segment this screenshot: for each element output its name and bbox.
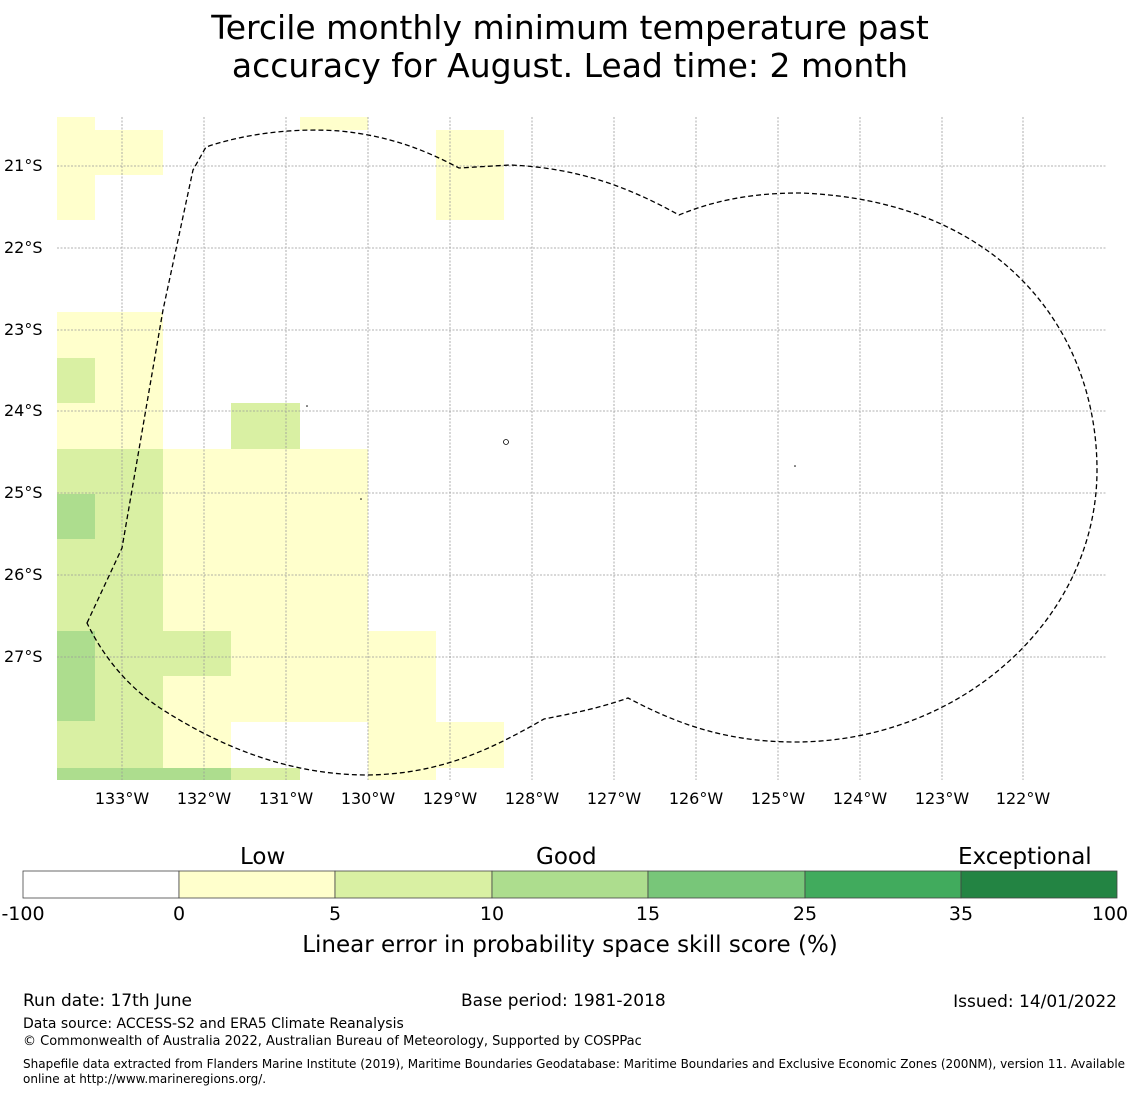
copyright: © Commonwealth of Australia 2022, Austra… — [23, 1034, 642, 1049]
lat-label: 27°S — [4, 647, 43, 666]
skill-cells — [57, 117, 504, 780]
colorbar — [22, 870, 1118, 899]
skill-cell-good-plus — [57, 494, 95, 539]
shapefile-credit: Shapefile data extracted from Flanders M… — [23, 1057, 1126, 1086]
run-date: Run date: 17th June — [23, 991, 192, 1011]
lon-label: 133°W — [94, 789, 150, 808]
lon-label: 128°W — [504, 789, 560, 808]
lat-label: 23°S — [4, 320, 43, 339]
colorbar-swatch — [491, 870, 649, 899]
lat-label: 24°S — [4, 401, 43, 420]
lon-label: 125°W — [750, 789, 806, 808]
colorbar-swatch — [178, 870, 336, 899]
lon-label: 132°W — [176, 789, 232, 808]
lat-label: 21°S — [4, 156, 43, 175]
colorbar-tick: 100 — [1091, 903, 1129, 925]
skill-cell-low — [300, 117, 368, 130]
skill-cell-low — [231, 631, 368, 722]
lon-label: 127°W — [586, 789, 642, 808]
skill-cell-low — [95, 130, 163, 175]
colorbar-tick: 5 — [328, 903, 342, 925]
colorbar-label: Linear error in probability space skill … — [302, 932, 838, 958]
map-title-line-1: Tercile monthly minimum temperature past — [211, 8, 929, 47]
lat-label: 26°S — [4, 565, 43, 584]
colorbar-category-low: Low — [240, 844, 286, 870]
colorbar-tick: 10 — [479, 903, 505, 925]
lon-label: 124°W — [832, 789, 888, 808]
skill-cell-good — [231, 403, 300, 449]
skill-cell-good — [163, 631, 231, 676]
skill-cell-good-plus — [57, 768, 231, 780]
colorbar-swatch — [804, 870, 962, 899]
base-period: Base period: 1981-2018 — [461, 991, 666, 1011]
colorbar-swatch — [647, 870, 806, 899]
skill-cell-low — [436, 722, 504, 768]
map-area — [57, 117, 1106, 780]
island-marker — [306, 405, 308, 407]
lon-label: 129°W — [422, 789, 478, 808]
issued-date: Issued: 14/01/2022 — [953, 992, 1117, 1012]
eez-boundary — [86, 129, 1098, 776]
colorbar-tick: 25 — [792, 903, 818, 925]
skill-cell-good — [231, 768, 300, 780]
skill-cell-low — [57, 117, 95, 220]
island-marker — [503, 439, 509, 445]
lon-label: 126°W — [668, 789, 724, 808]
island-marker — [794, 465, 796, 467]
colorbar-tick: 15 — [635, 903, 661, 925]
map-title-line-2: accuracy for August. Lead time: 2 month — [231, 46, 909, 85]
skill-cell-good-plus — [57, 631, 95, 721]
lat-label: 25°S — [4, 483, 43, 502]
colorbar-category-good: Good — [536, 844, 597, 870]
lon-label: 130°W — [340, 789, 396, 808]
colorbar-swatch — [22, 870, 180, 899]
lat-label: 22°S — [4, 238, 43, 257]
skill-cell-low — [436, 130, 504, 220]
data-source: Data source: ACCESS-S2 and ERA5 Climate … — [23, 1016, 404, 1032]
lon-label: 131°W — [258, 789, 314, 808]
island-marker — [360, 498, 362, 500]
colorbar-tick: -100 — [1, 903, 45, 925]
skill-cell-low — [368, 631, 436, 780]
skill-cell-low — [163, 676, 231, 768]
lon-label: 123°W — [914, 789, 970, 808]
colorbar-tick: 0 — [172, 903, 186, 925]
colorbar-swatch — [960, 870, 1118, 899]
colorbar-tick: 35 — [948, 903, 974, 925]
skill-cell-good — [57, 358, 95, 403]
colorbar-swatch — [334, 870, 493, 899]
skill-cell-low — [163, 449, 368, 631]
colorbar-category-exceptional: Exceptional — [958, 844, 1092, 870]
lon-label: 122°W — [995, 789, 1051, 808]
graticule — [57, 117, 1106, 780]
